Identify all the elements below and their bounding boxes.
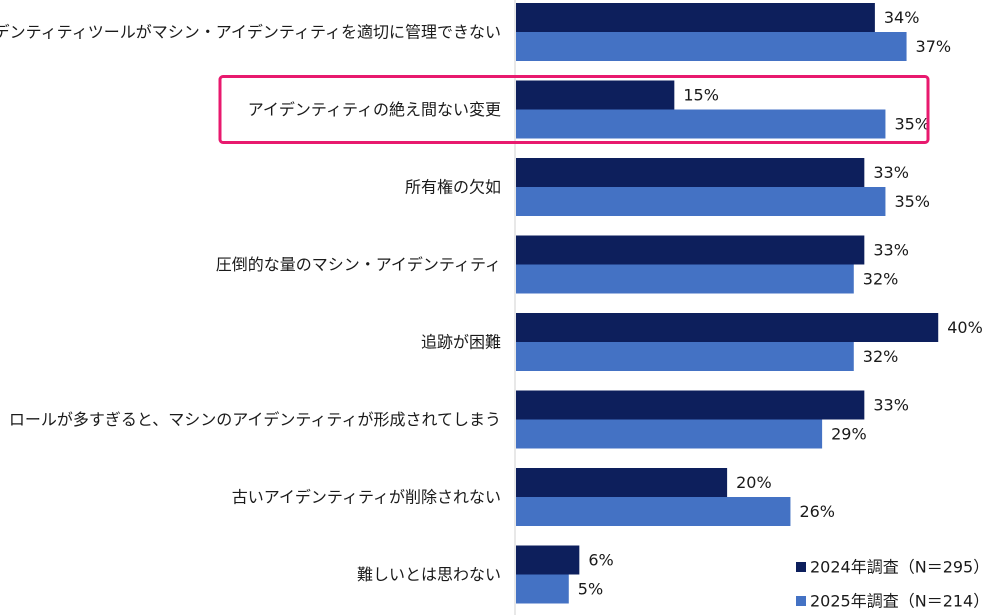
data-label: 33% xyxy=(873,163,909,182)
bar-series-1 xyxy=(516,545,580,575)
data-label: 5% xyxy=(578,580,603,599)
data-label: 40% xyxy=(947,318,983,337)
category-label: 追跡が困難 xyxy=(421,333,501,352)
highlight-box xyxy=(218,75,930,144)
data-label: 35% xyxy=(894,115,930,134)
data-label: 32% xyxy=(863,347,899,366)
data-label: 15% xyxy=(683,86,719,105)
bar-series-1 xyxy=(516,235,865,265)
legend-swatch xyxy=(796,596,806,606)
category-label: 古いアイデンティティが削除されない xyxy=(232,488,501,507)
bar-series-2 xyxy=(516,264,854,294)
bar-series-2 xyxy=(516,342,854,371)
category-label: 難しいとは思わない xyxy=(357,565,501,584)
legend: 2024年調査（N＝295） 2025年調査（N＝214） xyxy=(796,558,989,611)
bar-series-2 xyxy=(516,32,907,61)
data-label: 35% xyxy=(894,192,930,211)
data-label: 6% xyxy=(588,551,613,570)
bar-series-2 xyxy=(516,574,569,604)
bar-series-2 xyxy=(516,497,791,526)
legend-label: 2024年調査（N＝295） xyxy=(810,558,989,577)
category-label: 圧倒的な量のマシン・アイデンティティ xyxy=(216,255,501,274)
bar-series-2 xyxy=(516,419,823,449)
bar-series-1 xyxy=(516,313,939,342)
category-label: アイデンティティの絶え間ない変更 xyxy=(248,100,501,119)
bar-series-2 xyxy=(516,187,886,216)
data-label: 29% xyxy=(831,425,867,444)
data-label: 20% xyxy=(736,473,772,492)
data-label: 33% xyxy=(873,241,909,260)
bar-series-1 xyxy=(516,390,865,420)
data-label: 26% xyxy=(799,502,835,521)
bar-series-1 xyxy=(516,158,865,187)
bar-series-1 xyxy=(516,3,875,32)
category-label: 所有権の欠如 xyxy=(405,178,501,197)
data-label: 32% xyxy=(863,270,899,289)
value-labels-group: 34% 37% 15% 35% 33% 35% 33% 32% 40% 32% 33% 29% 20% 2… xyxy=(578,8,983,599)
data-label: 37% xyxy=(916,37,952,56)
category-label: ロールが多すぎると、マシンのアイデンティティが形成されてしまう xyxy=(9,410,501,429)
legend-swatch xyxy=(796,562,806,572)
data-label: 34% xyxy=(884,8,920,27)
bar-series-1 xyxy=(516,468,728,497)
bar-series-1 xyxy=(516,80,675,110)
legend-label: 2025年調査（N＝214） xyxy=(810,592,989,611)
data-label: 33% xyxy=(873,396,909,415)
bar-series-2 xyxy=(516,109,886,139)
category-label: アイデンティティツールがマシン・アイデンティティを適切に管理できない xyxy=(0,23,501,42)
category-labels-group: アイデンティティツールがマシン・アイデンティティを適切に管理できないアイデンティ… xyxy=(0,23,501,585)
bars-group xyxy=(516,3,939,604)
